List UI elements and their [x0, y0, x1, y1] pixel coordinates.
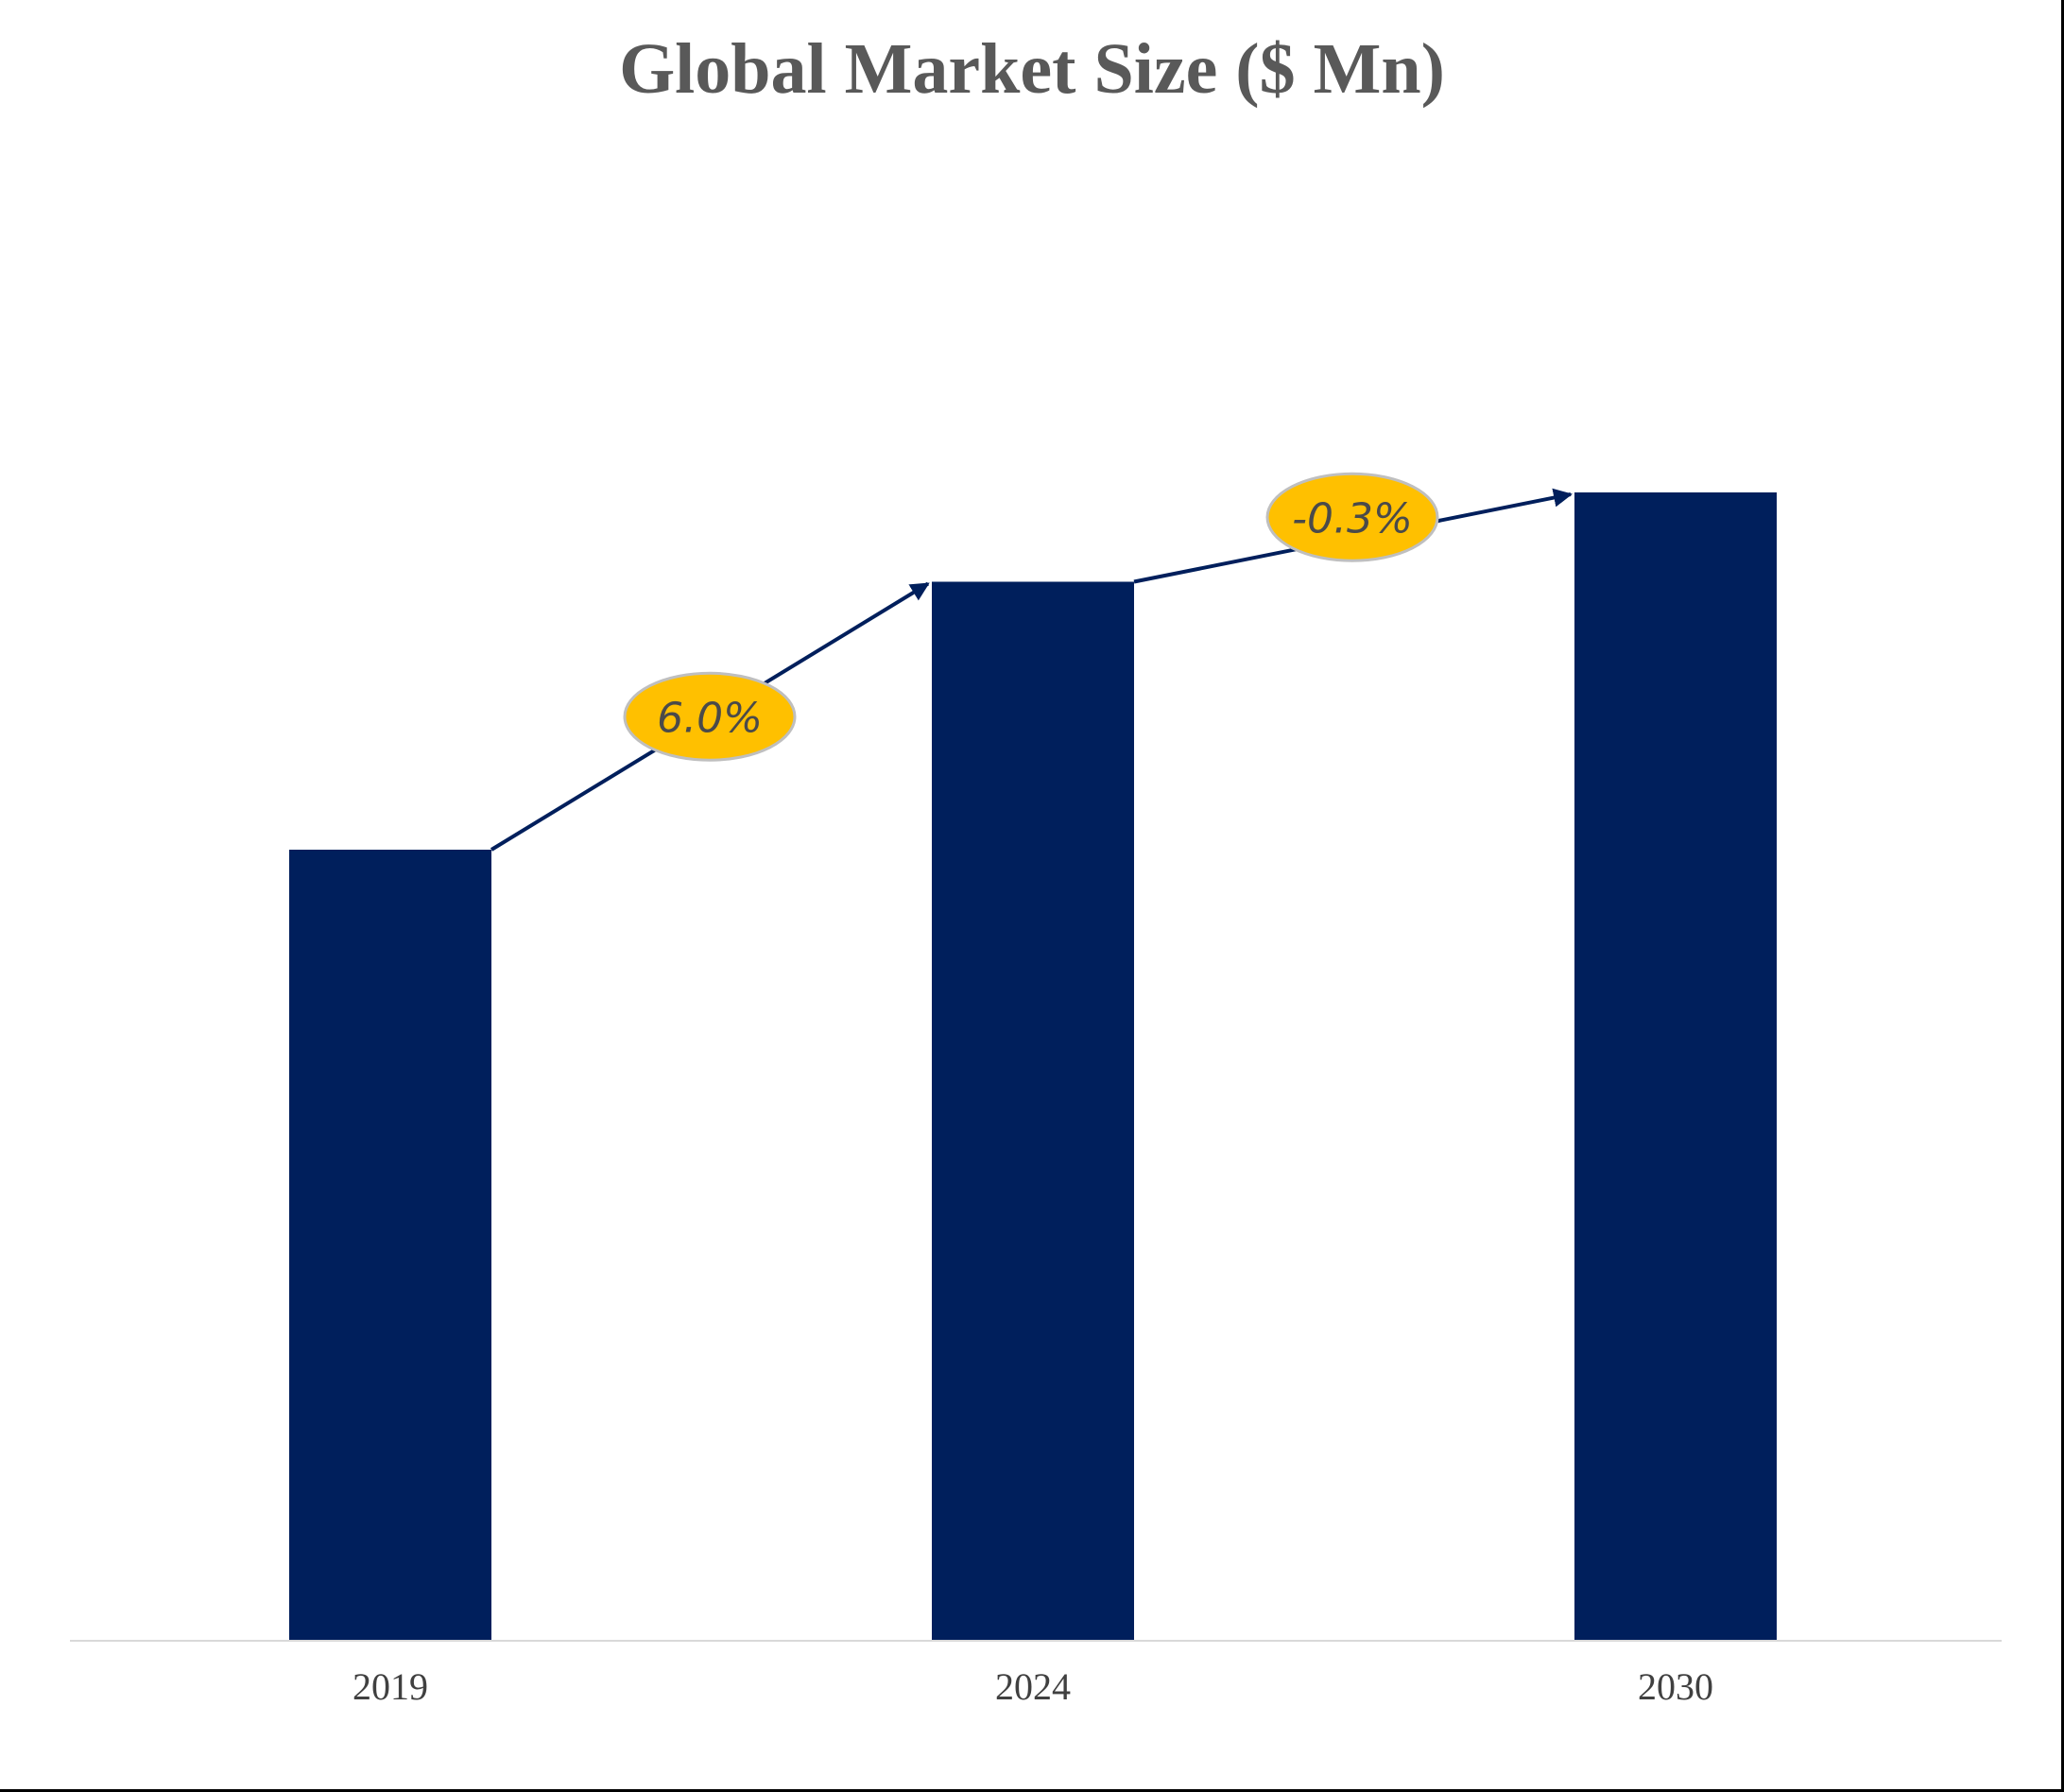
x-tick-label-2019: 2019 [353, 1665, 428, 1708]
cagr-badge-2019-2024 [623, 671, 797, 762]
chart-title: Global Market Size ($ Mn) [619, 29, 1445, 109]
x-tick-label-2024: 2024 [995, 1665, 1071, 1708]
cagr-label-2019-2024: 6.0% [657, 694, 763, 742]
cagr-label-2024-2030: -0.3% [1292, 494, 1413, 543]
bar-2019 [289, 850, 491, 1641]
bar-2024 [932, 581, 1134, 1641]
cagr-badge-2024-2030 [1265, 472, 1439, 562]
bar-2030 [1574, 492, 1777, 1641]
x-tick-label-2030: 2030 [1638, 1665, 1713, 1708]
